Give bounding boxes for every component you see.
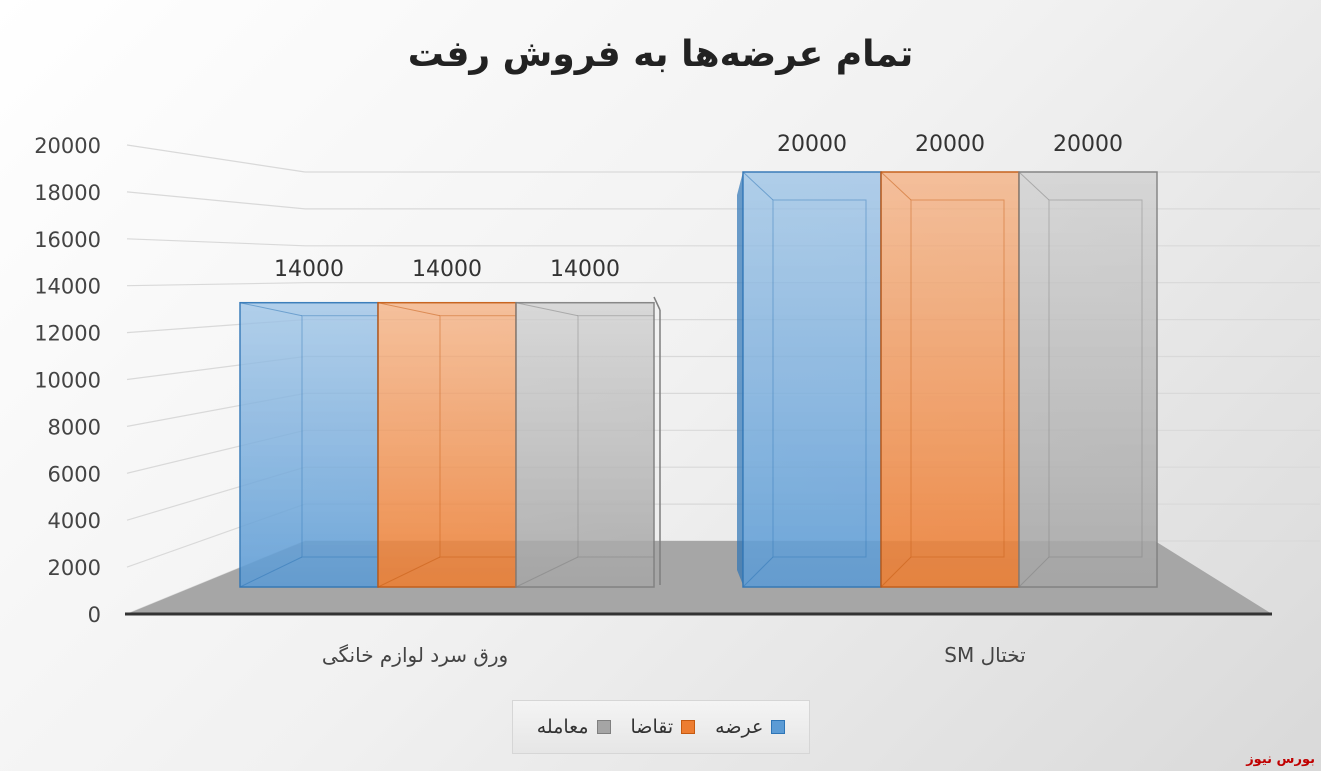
chart-legend: عرضه تقاضا معامله	[512, 700, 810, 754]
bar-depth-edge	[1018, 171, 1050, 201]
bar-inner-edge	[772, 199, 867, 558]
legend-swatch-demand	[681, 720, 696, 734]
data-label: 20000	[915, 132, 985, 157]
y-tick-label: 20000	[34, 134, 101, 158]
bar-depth-edge	[742, 171, 774, 201]
y-tick-label: 6000	[48, 462, 101, 486]
y-tick-label: 14000	[34, 275, 101, 299]
bar-inner-edge	[910, 199, 1005, 558]
bar-demand	[377, 301, 517, 588]
legend-swatch-trade	[596, 720, 611, 734]
data-label: 14000	[550, 257, 620, 282]
bar-depth-edge	[377, 302, 441, 317]
bar-depth-edge	[1018, 556, 1050, 588]
y-tick-label: 10000	[34, 369, 101, 393]
legend-label-supply: عرضه	[715, 716, 764, 738]
y-tick-label: 0	[88, 603, 101, 627]
chart-title: تمام عرضه‌ها به فروش رفت	[407, 34, 914, 75]
y-tick-label: 16000	[34, 228, 101, 252]
gridline-side	[126, 238, 306, 247]
legend-swatch-supply	[771, 720, 786, 734]
bar-demand	[880, 171, 1020, 588]
y-tick-label: 12000	[34, 322, 101, 346]
bar-trade	[1018, 171, 1158, 588]
bar-depth-edge	[515, 556, 579, 588]
bar-depth-edge	[239, 556, 303, 588]
bar-depth-edge	[239, 302, 303, 317]
bar-side-edge	[653, 296, 661, 311]
watermark-text: بورس نیوز	[1246, 752, 1315, 767]
bar-side-face	[737, 172, 743, 585]
x-category-label: تختال SM	[944, 643, 1025, 667]
bar-inner-edge	[577, 315, 655, 558]
bar-supply	[742, 171, 882, 588]
x-category-label: ورق سرد لوازم خانگی	[322, 643, 508, 667]
legend-label-demand: تقاضا	[630, 716, 674, 738]
data-label: 20000	[777, 132, 847, 157]
gridline-side	[126, 144, 306, 173]
y-tick-label: 18000	[34, 181, 101, 205]
legend-label-trade: معامله	[536, 716, 589, 738]
bar-depth-edge	[742, 556, 774, 588]
bar-supply	[239, 301, 379, 588]
legend-item-trade: معامله	[537, 716, 611, 738]
y-tick-label: 2000	[48, 556, 101, 580]
bar-trade	[515, 301, 655, 588]
bar-inner-edge	[1048, 199, 1143, 558]
bar-depth-edge	[515, 302, 579, 317]
bar-depth-edge	[880, 171, 912, 201]
y-tick-label: 4000	[48, 509, 101, 533]
bar-depth-edge	[880, 556, 912, 588]
y-tick-label: 8000	[48, 415, 101, 439]
legend-item-supply: عرضه	[715, 716, 786, 738]
data-label: 14000	[274, 257, 344, 282]
data-label: 20000	[1053, 132, 1123, 157]
bar-depth-edge	[377, 556, 441, 588]
data-label: 14000	[412, 257, 482, 282]
legend-item-demand: تقاضا	[631, 716, 696, 738]
gridline-side	[126, 191, 306, 210]
gridline-side	[126, 282, 306, 287]
